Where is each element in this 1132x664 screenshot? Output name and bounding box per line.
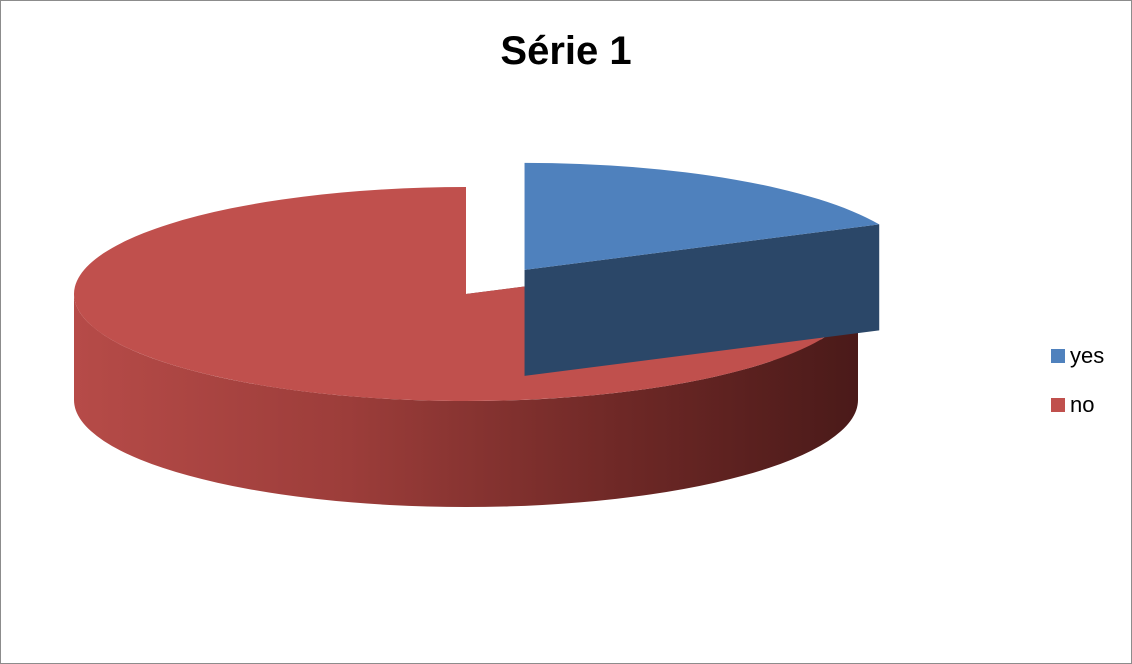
legend-label-no: no: [1070, 392, 1095, 417]
chart-title: Série 1: [500, 29, 632, 73]
legend-label-yes: yes: [1070, 343, 1105, 368]
legend: yes no: [1051, 343, 1105, 442]
pie-wall-yes-1: [524, 224, 880, 376]
legend-item-no: no: [1051, 392, 1104, 417]
legend-swatch-no: [1051, 398, 1065, 412]
legend-item-yes: yes: [1051, 343, 1105, 368]
legend-swatch-yes: [1051, 349, 1065, 363]
pie-side-no: [74, 294, 858, 507]
pie-slice-yes: [524, 162, 880, 270]
